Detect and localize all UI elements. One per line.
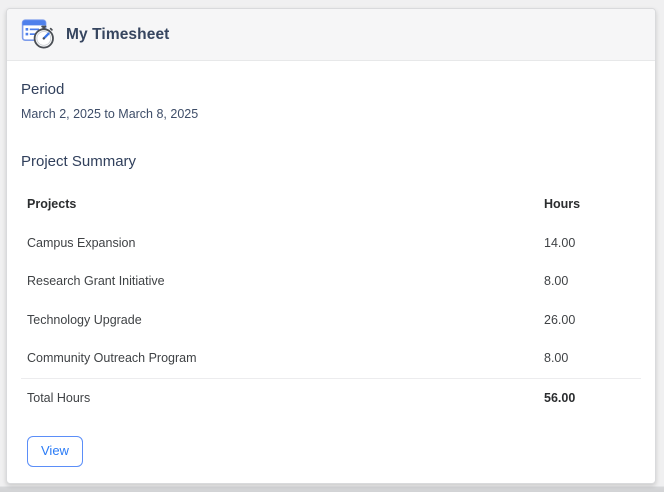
total-row: Total Hours 56.00: [21, 377, 641, 417]
project-hours: 8.00: [544, 351, 569, 365]
view-button[interactable]: View: [27, 436, 83, 467]
column-header-hours: Hours: [544, 197, 581, 211]
table-row: Community Outreach Program 8.00: [21, 339, 641, 378]
period-heading: Period: [21, 81, 65, 98]
total-label: Total Hours: [21, 377, 538, 417]
project-hours: 26.00: [544, 312, 576, 327]
project-name: Research Grant Initiative: [27, 274, 165, 288]
table-row: Campus Expansion 14.00: [21, 224, 641, 263]
project-summary-table: Projects Hours Campus Expansion 14.00 Re…: [21, 185, 641, 417]
project-name: Campus Expansion: [27, 235, 136, 250]
project-hours: 14.00: [544, 235, 576, 250]
project-hours: 8.00: [544, 274, 569, 288]
table-row: Research Grant Initiative 8.00: [21, 262, 641, 301]
column-header-projects: Projects: [27, 197, 77, 211]
project-name: Technology Upgrade: [27, 312, 142, 327]
timesheet-card: My Timesheet Period March 2, 2025 to Mar…: [6, 8, 656, 484]
table-header-row: Projects Hours: [21, 185, 641, 224]
card-title: My Timesheet: [66, 25, 170, 43]
total-hours: 56.00: [538, 377, 641, 417]
table-row: Technology Upgrade 26.00: [21, 301, 641, 340]
timesheet-stopwatch-icon: [21, 17, 55, 53]
project-summary-heading: Project Summary: [21, 153, 137, 170]
period-range: March 2, 2025 to March 8, 2025: [21, 107, 199, 121]
project-name: Community Outreach Program: [27, 351, 197, 365]
card-body: Period March 2, 2025 to March 8, 2025 Pr…: [7, 61, 655, 483]
card-header: My Timesheet: [7, 9, 655, 61]
